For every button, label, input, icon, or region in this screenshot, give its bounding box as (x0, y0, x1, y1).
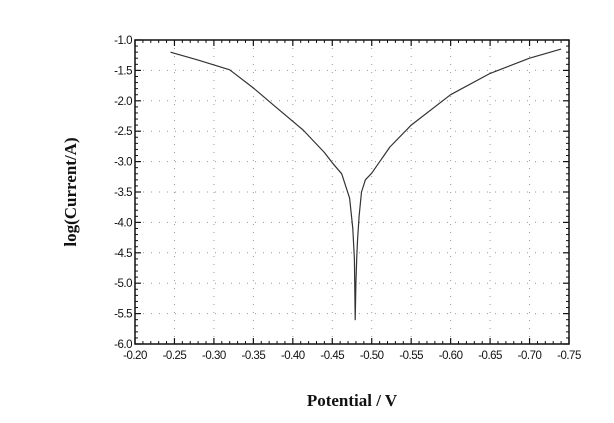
x-tick-label: -0.40 (281, 350, 305, 362)
y-tick-label: -2.5 (114, 126, 132, 138)
x-tick-label: -0.55 (399, 350, 423, 362)
y-tick-label: -6.0 (114, 339, 132, 351)
y-tick-label: -1.0 (114, 35, 132, 47)
axis-ticks (134, 39, 570, 345)
x-tick-label: -0.60 (439, 350, 463, 362)
y-tick-label: -2.0 (114, 96, 132, 108)
y-tick-label: -4.5 (114, 248, 132, 260)
x-tick-label: -0.35 (242, 350, 266, 362)
y-tick-label: -5.5 (114, 309, 132, 321)
y-tick-label: -4.0 (114, 217, 132, 229)
x-tick-label: -0.65 (478, 350, 502, 362)
y-tick-label: -1.5 (114, 65, 132, 77)
x-tick-label: -0.20 (123, 350, 147, 362)
y-axis-label: log(Current/A) (61, 137, 80, 246)
y-tick-labels: -1.0 -1.5 -2.0 -2.5 -3.0 -3.5 -4.0 -4.5 -5.0 -5.5… (114, 35, 132, 351)
series-layer (170, 48, 562, 321)
x-tick-label: -0.75 (557, 350, 581, 362)
y-tick-label: -3.0 (114, 157, 132, 169)
x-tick-label: -0.70 (518, 350, 542, 362)
y-tick-label: -5.0 (114, 278, 132, 290)
x-tick-label: -0.50 (360, 350, 384, 362)
grid (135, 40, 569, 344)
x-tick-label: -0.45 (320, 350, 344, 362)
x-tick-labels: -0.20 -0.25 -0.30 -0.35 -0.40 -0.45 -0.50 -0.55… (123, 350, 581, 362)
x-axis-label: Potential / V (307, 391, 398, 410)
x-tick-label: -0.25 (163, 350, 187, 362)
y-tick-label: -3.5 (114, 187, 132, 199)
tafel-curve (170, 48, 562, 321)
x-tick-label: -0.30 (202, 350, 226, 362)
